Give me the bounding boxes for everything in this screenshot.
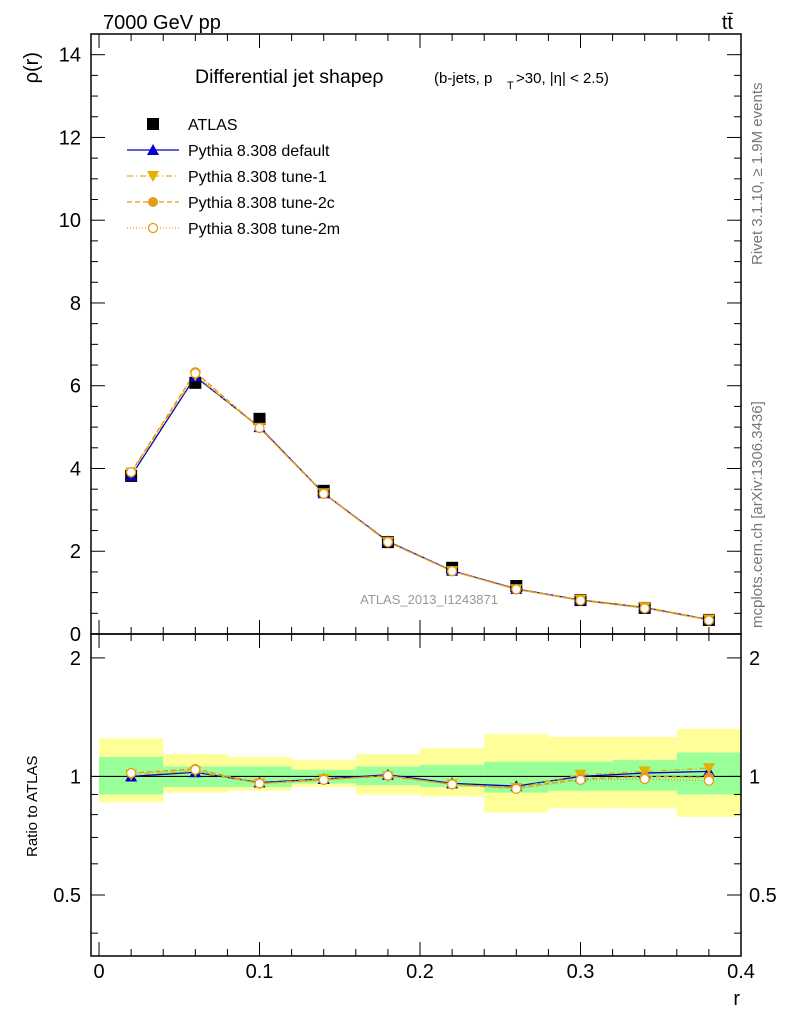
title-main: Differential jet shapeρ: [195, 66, 384, 88]
top-line-1: [130, 375, 710, 621]
ratio-point-s3-1: [190, 764, 201, 775]
data-markers: [125, 367, 715, 795]
ratio-point-s3-0: [125, 767, 137, 779]
y-tick-label-top: 14: [59, 45, 81, 67]
top-point-s4-6: [511, 584, 522, 595]
ratio-tick-label-left: 2: [70, 648, 81, 670]
top-line-4: [130, 372, 710, 621]
mcplots-label: mcplots.cern.ch [arXiv:1306.3436]: [749, 401, 766, 628]
y-tick-label-top: 0: [70, 624, 81, 646]
top-point-s4-9: [703, 615, 715, 626]
legend-label-3: Pythia 8.308 tune-2c: [188, 195, 335, 212]
ratio-point-s3-7: [575, 774, 586, 786]
title-sub-sub: T: [507, 80, 514, 92]
ratio-series-lines: [131, 767, 709, 790]
top-point-s4-8: [639, 603, 650, 614]
top-point-s4-2: [254, 422, 265, 434]
legend-label-0: ATLAS: [188, 117, 238, 134]
ratio-tick-label-right: 0.5: [749, 885, 777, 907]
title-sub: (b-jets, p: [434, 70, 492, 87]
legend-marker-1: [147, 144, 159, 155]
top-point-s0-2: [253, 412, 266, 425]
x-tick-label: 0.3: [567, 961, 595, 983]
analysis-watermark: ATLAS_2013_I1243871: [360, 592, 498, 607]
ratio-point-s3-9: [703, 775, 715, 786]
ratio-panel-frame: [90, 633, 742, 957]
y-tick-label-top: 4: [70, 458, 81, 480]
x-axis-label: r: [733, 988, 740, 1010]
title-sub-rest: >30, |η| < 2.5): [516, 70, 609, 87]
ratio-line-2: [131, 768, 709, 789]
plot-frames: [90, 33, 742, 957]
legend-marker-0: [147, 118, 159, 130]
ratio-tick-label-right: 2: [749, 648, 760, 670]
ratio-tick-label-left: 0.5: [53, 885, 81, 907]
y-axis-label-bottom: Ratio to ATLAS: [24, 756, 41, 857]
legend-marker-2: [147, 171, 159, 182]
top-point-s4-1: [190, 368, 201, 379]
top-line-3: [130, 371, 710, 621]
legend-label-1: Pythia 8.308 default: [188, 143, 330, 160]
legend-label-4: Pythia 8.308 tune-2m: [188, 221, 340, 238]
legend-marker-3: [148, 197, 158, 207]
top-series-lines: [130, 371, 710, 621]
rivet-label: Rivet 3.1.10, ≥ 1.9M events: [749, 83, 766, 266]
top-point-s4-5: [446, 565, 458, 577]
legend: ATLAS Pythia 8.308 default Pythia 8.308 tu…: [127, 117, 340, 238]
y-tick-label-top: 10: [59, 210, 81, 232]
ratio-point-s3-5: [446, 779, 458, 790]
y-tick-label-top: 8: [70, 293, 81, 315]
y-axis-label-top: ρ(r): [21, 52, 43, 83]
beam-label: 7000 GeV pp: [103, 12, 221, 34]
top-line-2: [130, 374, 710, 621]
y-tick-label-top: 6: [70, 376, 81, 398]
x-tick-label: 0: [93, 961, 104, 983]
y-tick-label-top: 2: [70, 541, 81, 563]
chart-title: Differential jet shapeρ (b-jets, p T >30…: [195, 66, 609, 92]
top-point-s4-7: [575, 595, 586, 606]
ratio-point-s3-2: [254, 778, 265, 789]
x-tick-label: 0.1: [246, 961, 274, 983]
legend-label-2: Pythia 8.308 tune-1: [188, 169, 327, 186]
x-tick-label: 0.2: [406, 961, 434, 983]
process-label: tt̄: [722, 12, 734, 34]
top-point-s4-3: [318, 488, 329, 499]
legend-marker-4: [147, 222, 159, 234]
y-tick-label-top: 12: [59, 127, 81, 149]
ratio-tick-label-right: 1: [749, 766, 760, 788]
ratio-point-s3-4: [382, 770, 394, 781]
top-point-s4-0: [125, 467, 137, 478]
ratio-point-s3-8: [639, 773, 650, 785]
ratio-tick-label-left: 1: [70, 766, 81, 788]
top-point-s4-4: [382, 536, 394, 548]
ratio-point-s1-9: [702, 763, 715, 775]
x-tick-label: 0.4: [727, 961, 755, 983]
ratio-point-s3-6: [511, 783, 522, 795]
ratio-point-s3-3: [318, 774, 329, 786]
